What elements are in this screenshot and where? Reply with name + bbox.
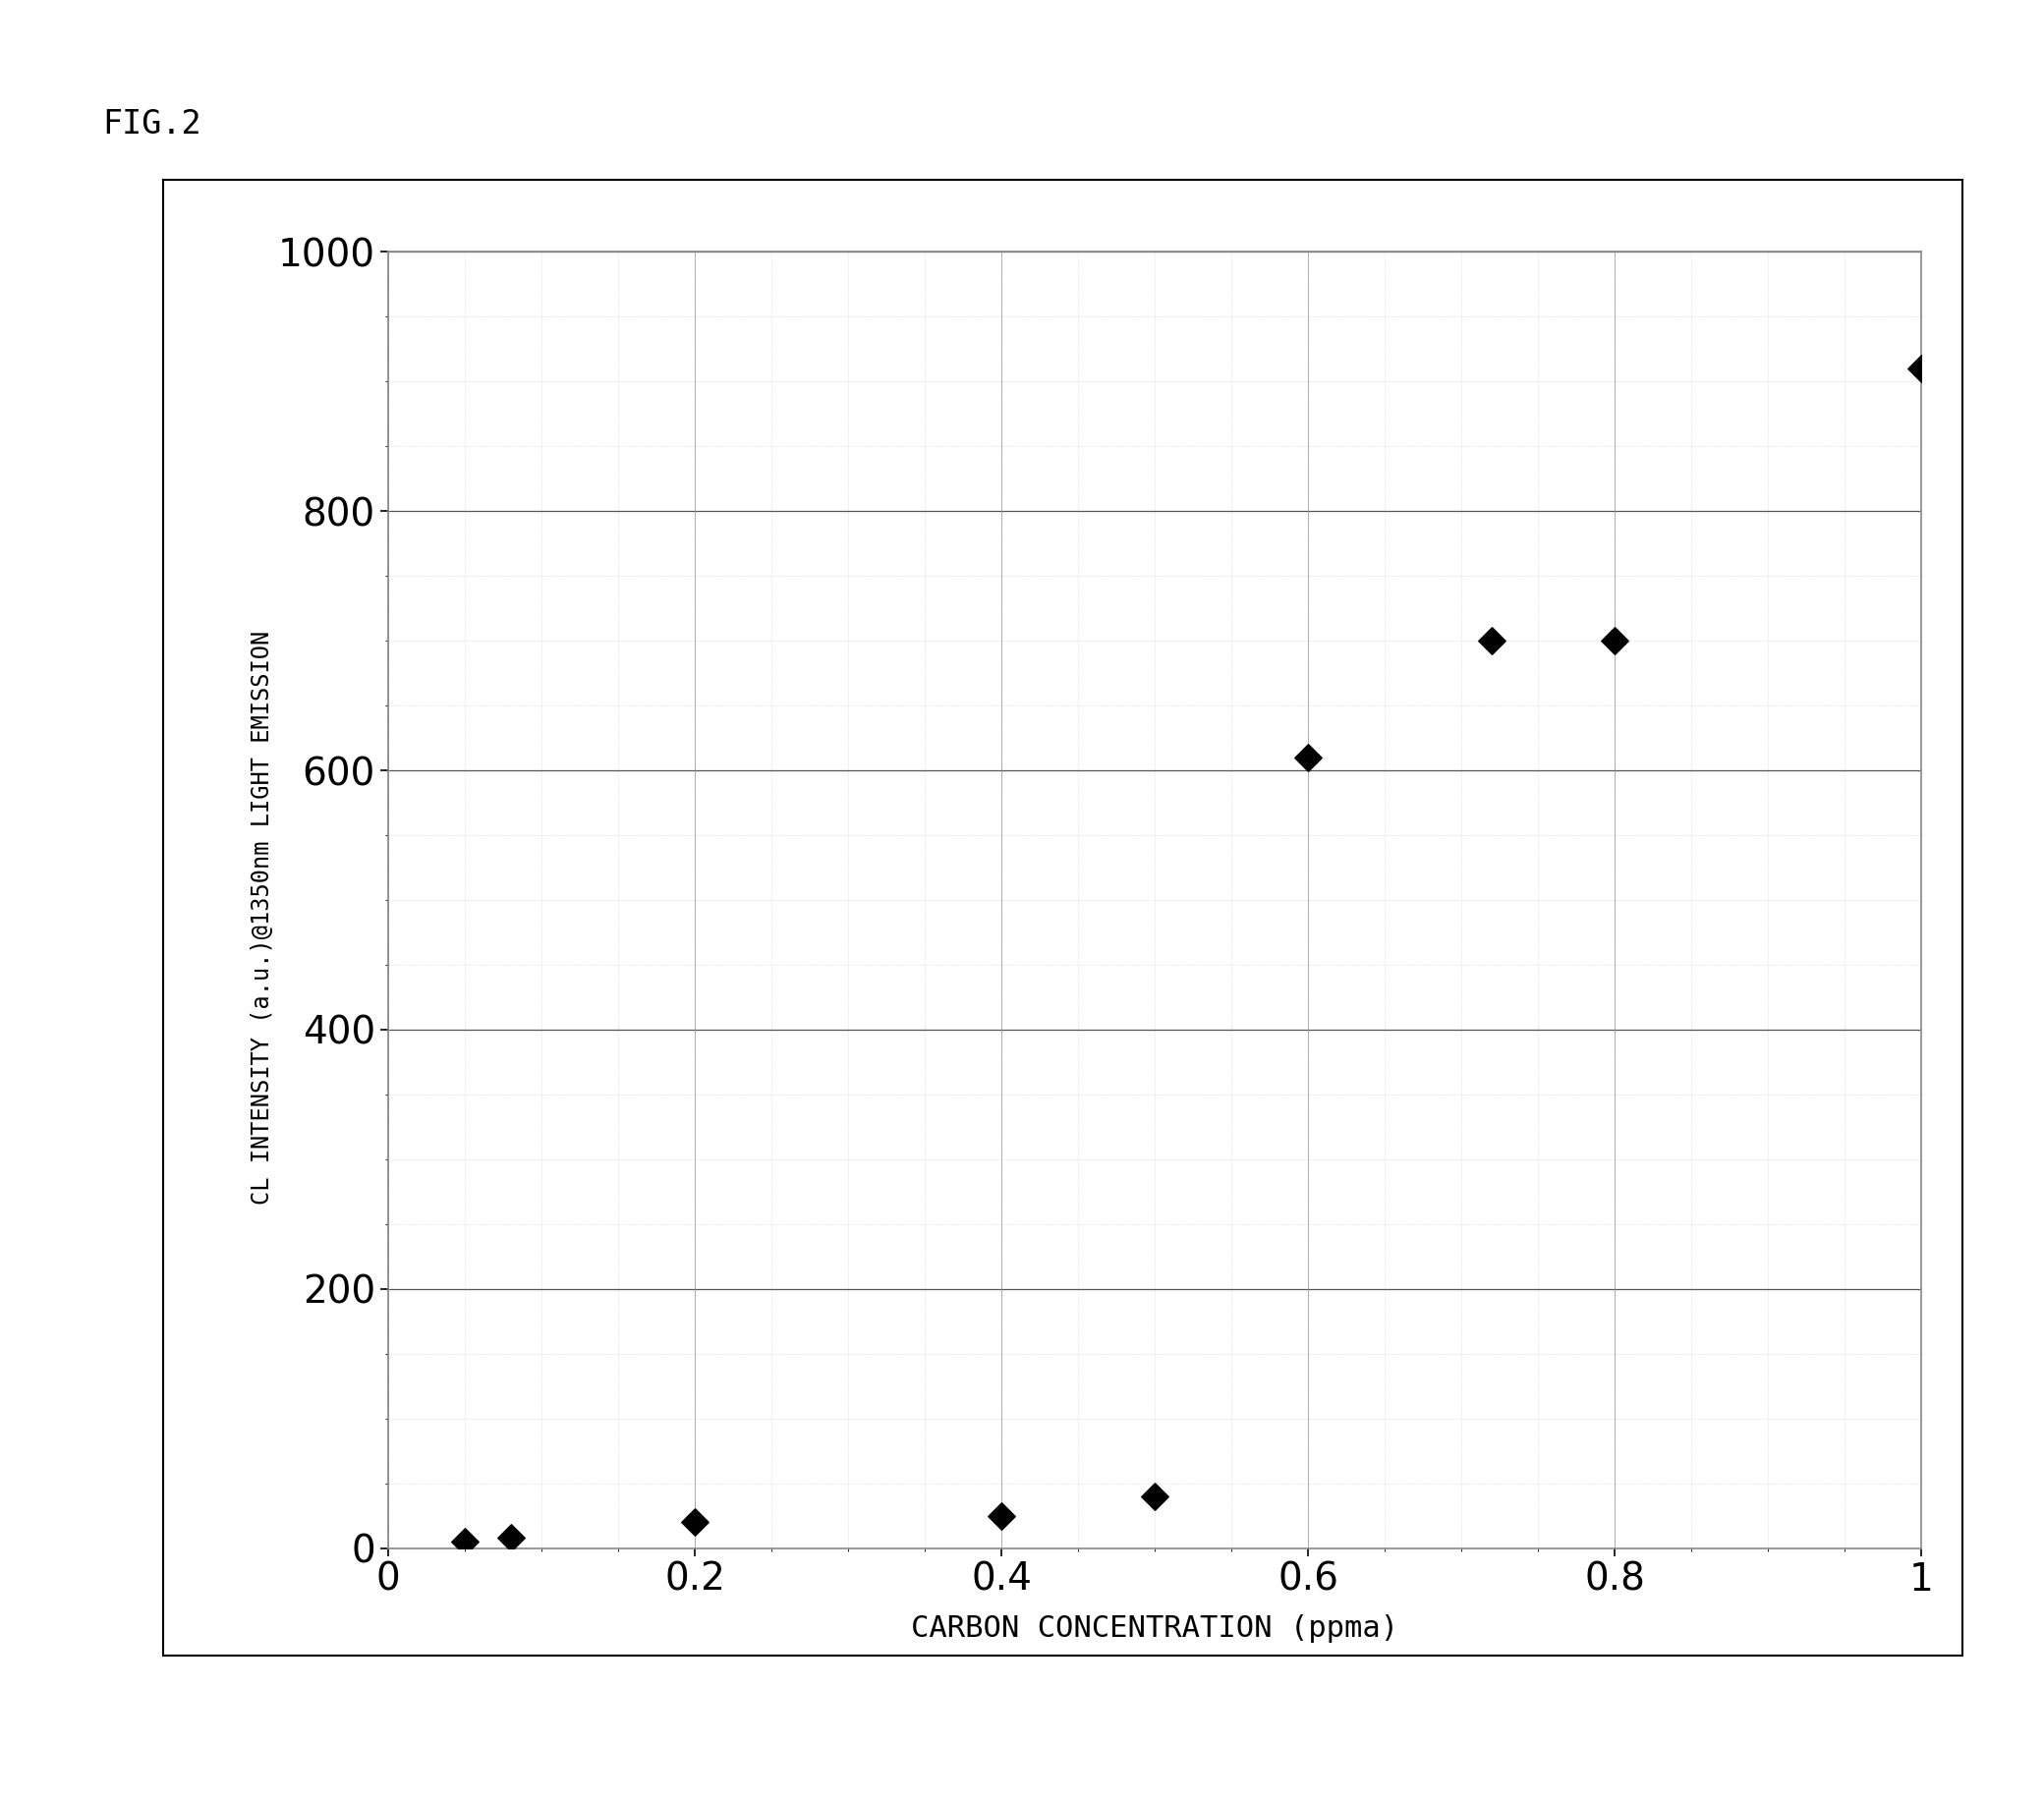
Point bbox=[1139, 1481, 1171, 1510]
Point bbox=[1905, 355, 1938, 383]
X-axis label: CARBON CONCENTRATION (ppma): CARBON CONCENTRATION (ppma) bbox=[912, 1615, 1398, 1643]
Text: FIG.2: FIG.2 bbox=[102, 108, 200, 140]
Point bbox=[679, 1508, 711, 1537]
Point bbox=[1476, 626, 1508, 655]
Point bbox=[450, 1526, 482, 1555]
Point bbox=[1292, 743, 1325, 772]
Point bbox=[985, 1501, 1018, 1530]
Point bbox=[1598, 626, 1631, 655]
Text: CL INTENSITY (a.u.)@1350nm LIGHT EMISSION: CL INTENSITY (a.u.)@1350nm LIGHT EMISSIO… bbox=[251, 632, 274, 1204]
Point bbox=[495, 1523, 527, 1552]
